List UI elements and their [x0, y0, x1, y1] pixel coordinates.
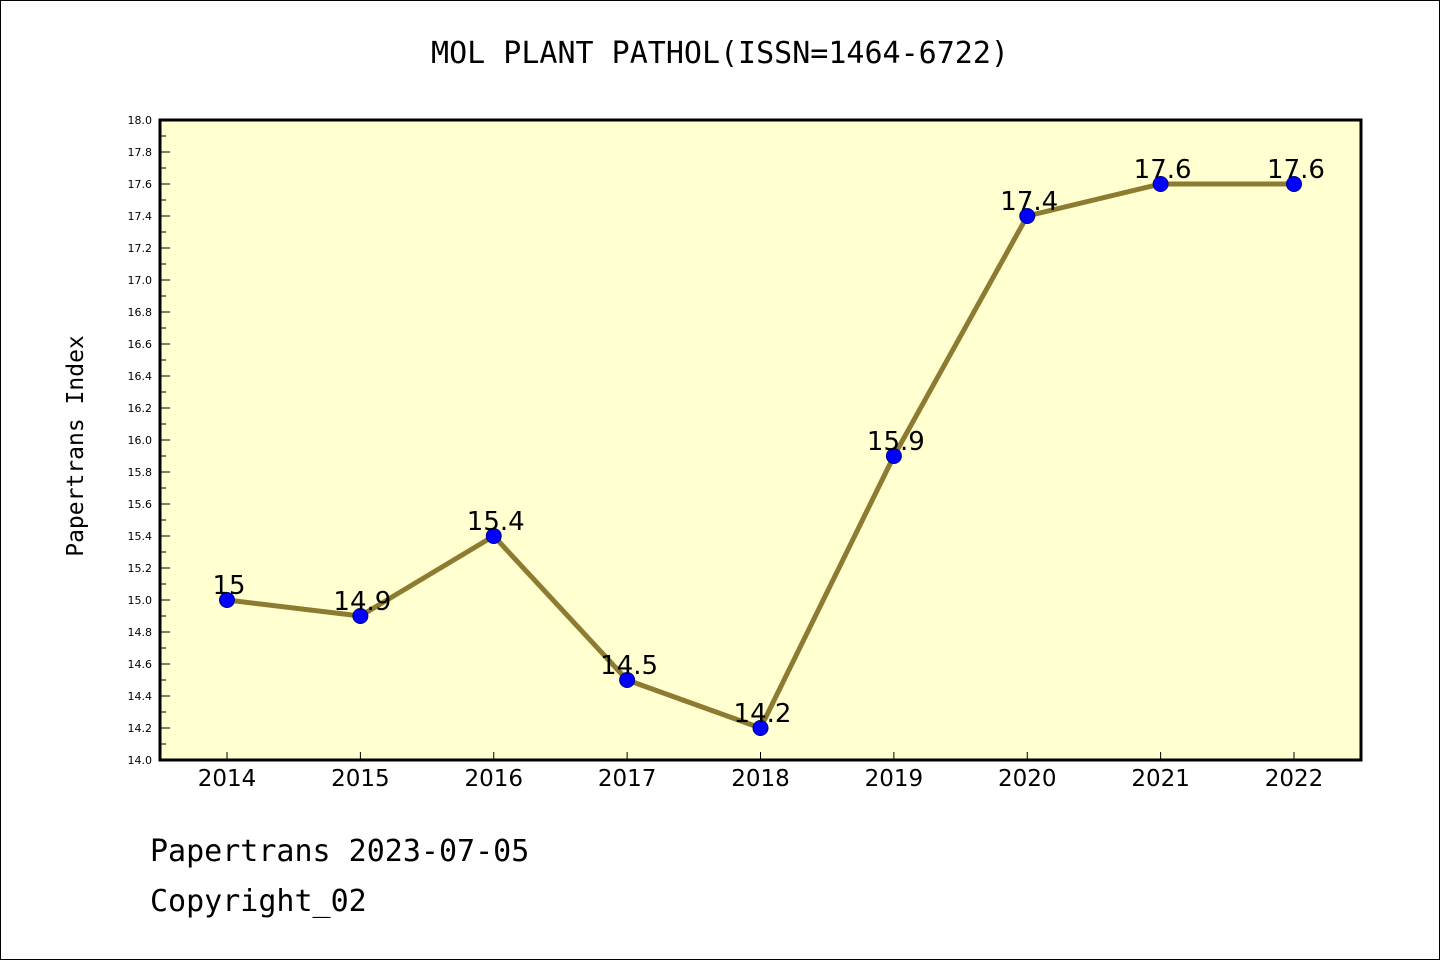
data-point	[619, 672, 636, 688]
data-label: 14.2	[734, 699, 792, 729]
y-tick-label: 14.4	[128, 690, 153, 703]
data-label: 14.9	[333, 587, 391, 617]
y-tick-label: 16.4	[128, 370, 153, 383]
x-tick-label: 2020	[998, 766, 1057, 792]
y-tick-label: 16.6	[128, 338, 153, 351]
y-tick-label: 14.2	[128, 722, 153, 735]
data-point	[1286, 176, 1302, 192]
x-axis: 2014 2015 2016 2017 2018 2019 2020 2021 2022	[198, 752, 1324, 792]
y-tick-label: 17.4	[128, 210, 153, 223]
plot-area	[160, 120, 1361, 760]
x-tick-label: 2019	[865, 766, 924, 792]
x-tick-label: 2021	[1131, 766, 1190, 792]
data-label: 14.5	[600, 651, 658, 681]
y-tick-label: 18.0	[128, 114, 153, 127]
y-tick-label: 17.8	[128, 146, 153, 159]
y-tick-label: 16.2	[128, 402, 153, 415]
y-tick-label: 14.8	[128, 626, 153, 639]
data-label: 17.4	[1000, 187, 1058, 217]
x-tick-label: 2015	[331, 766, 390, 792]
x-tick-label: 2014	[198, 766, 257, 792]
data-point	[752, 720, 769, 736]
y-axis: 14.0 14.2 14.4 14.6 14.8 15.0 15.2 15.4 15.6 15.8…	[128, 114, 170, 767]
data-labels-group: 15 14.9 15.4 14.5 14.2 15.9 17.4 17.6 17.6	[212, 155, 1324, 729]
data-point	[1019, 208, 1036, 224]
data-point	[485, 528, 502, 544]
data-label: 15.9	[867, 427, 925, 457]
data-point	[219, 592, 235, 608]
y-tick-label: 14.6	[128, 658, 153, 671]
data-label: 15.4	[467, 507, 525, 537]
y-tick-label: 15.4	[128, 530, 153, 543]
plot-border	[158, 118, 1363, 762]
data-point	[885, 448, 902, 464]
data-label: 15	[212, 571, 245, 601]
footer-copyright: Copyright_02	[150, 884, 367, 919]
y-tick-label: 15.8	[128, 466, 153, 479]
data-label: 17.6	[1267, 155, 1325, 185]
y-tick-label: 17.6	[128, 178, 153, 191]
y-tick-label: 15.6	[128, 498, 153, 511]
data-label: 17.6	[1134, 155, 1192, 185]
y-tick-label: 15.2	[128, 562, 153, 575]
data-point	[352, 608, 369, 624]
y-tick-label: 17.2	[128, 242, 153, 255]
y-tick-label: 15.0	[128, 594, 153, 607]
data-point	[1152, 176, 1169, 192]
y-tick-label: 16.8	[128, 306, 153, 319]
x-tick-label: 2017	[598, 766, 657, 792]
y-tick-label: 14.0	[128, 754, 153, 767]
x-tick-label: 2016	[464, 766, 523, 792]
markers-group	[219, 176, 1302, 736]
footer-date: Papertrans 2023-07-05	[150, 834, 530, 869]
chart-title: MOL PLANT PATHOL(ISSN=1464-6722)	[431, 36, 1009, 71]
x-tick-label: 2022	[1265, 766, 1324, 792]
x-tick-label: 2018	[731, 766, 790, 792]
y-tick-label: 17.0	[128, 274, 153, 287]
y-tick-label: 16.0	[128, 434, 153, 447]
